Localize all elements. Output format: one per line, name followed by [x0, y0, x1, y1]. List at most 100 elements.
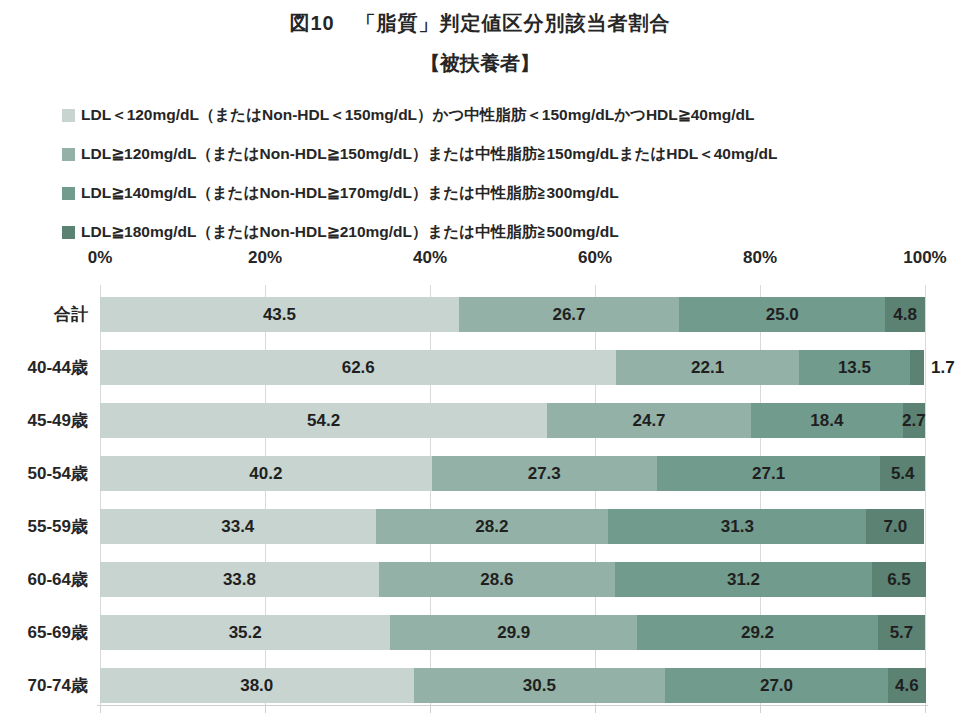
category-label: 55-59歳 — [0, 509, 88, 544]
segment-value-label: 33.4 — [221, 517, 254, 537]
category-label: 45-49歳 — [0, 403, 88, 438]
legend-swatch — [62, 109, 75, 122]
bar-row: 70-74歳38.030.527.04.6 — [0, 668, 960, 703]
bar-rows: 合計 43.5 26.7 25.0 4.8 40-44歳 62.6 22.1 13.5 1.7 45… — [0, 285, 960, 705]
legend-item: LDL＜120mg/dL（またはNon-HDL＜150mg/dL）かつ中性脂肪＜… — [62, 96, 777, 135]
bar-row: 55-59歳 33.4 28.2 31.3 7.0 — [0, 509, 960, 544]
segment-value-label: 43.5 — [263, 305, 296, 325]
category-label: 70-74歳 — [0, 668, 88, 703]
bar-segment: 27.1 — [657, 456, 881, 491]
bar-segment: 33.8 — [100, 562, 379, 597]
x-axis-tick-label: 20% — [225, 248, 305, 268]
legend-label: LDL≧120mg/dL（またはNon-HDL≧150mg/dL）または中性脂肪… — [81, 144, 777, 165]
bar-segment: 27.0 — [665, 668, 888, 703]
bar-segment: 35.2 — [100, 615, 390, 650]
bar-segment: 54.2 — [100, 403, 547, 438]
bar-segment: 25.0 — [679, 297, 885, 332]
bar-segment: 30.5 — [414, 668, 666, 703]
category-label: 50-54歳 — [0, 456, 88, 491]
chart-area: 合計 43.5 26.7 25.0 4.8 40-44歳 62.6 22.1 13.5 1.7 45… — [0, 285, 960, 720]
category-label: 65-69歳 — [0, 615, 88, 650]
bar-row: 65-69歳35.229.929.25.7 — [0, 615, 960, 650]
segment-value-label: 35.2 — [229, 623, 262, 643]
bar-segment: 2.7 — [903, 403, 925, 438]
segment-value-label: 54.2 — [307, 411, 340, 431]
bar-segment: 26.7 — [459, 297, 679, 332]
chart-subtitle: 【被扶養者】 — [0, 50, 960, 77]
axis-tick — [100, 705, 101, 713]
bar-segment: 22.1 — [616, 350, 798, 385]
segment-value-label: 7.0 — [883, 517, 907, 537]
bar-segment: 27.3 — [432, 456, 657, 491]
segment-value-label: 26.7 — [552, 305, 585, 325]
bar-track: 33.828.631.26.5 — [100, 562, 925, 597]
segment-value-label: 1.7 — [931, 350, 955, 385]
bar-segment: 5.4 — [880, 456, 925, 491]
legend-item: LDL≧180mg/dL（またはNon-HDL≧210mg/dL）または中性脂肪… — [62, 213, 777, 252]
bar-segment: 29.9 — [390, 615, 637, 650]
bar-track: 43.5 26.7 25.0 4.8 — [100, 297, 925, 332]
x-axis-tick-label: 0% — [60, 248, 140, 268]
bar-track: 38.030.527.04.6 — [100, 668, 925, 703]
legend-item: LDL≧120mg/dL（またはNon-HDL≧150mg/dL）または中性脂肪… — [62, 135, 777, 174]
bar-segment: 31.3 — [608, 509, 866, 544]
segment-value-label: 5.4 — [891, 464, 915, 484]
bar-segment — [910, 350, 924, 385]
segment-value-label: 22.1 — [691, 358, 724, 378]
segment-value-label: 33.8 — [223, 570, 256, 590]
bar-segment: 7.0 — [866, 509, 924, 544]
bar-track: 54.2 24.7 18.4 2.7 — [100, 403, 925, 438]
bar-segment: 28.2 — [376, 509, 609, 544]
bar-segment: 28.6 — [379, 562, 615, 597]
x-axis-line — [97, 705, 928, 706]
chart-title: 図10 「脂質」判定値区分別該当者割合 — [0, 10, 960, 37]
bar-segment: 38.0 — [100, 668, 414, 703]
legend-label: LDL＜120mg/dL（またはNon-HDL＜150mg/dL）かつ中性脂肪＜… — [81, 105, 754, 126]
bar-row: 50-54歳 40.2 27.3 27.1 5.4 — [0, 456, 960, 491]
bar-track: 62.622.113.51.7 — [100, 350, 925, 385]
segment-value-label: 31.3 — [721, 517, 754, 537]
bar-track: 33.4 28.2 31.3 7.0 — [100, 509, 925, 544]
bar-segment: 62.6 — [100, 350, 616, 385]
segment-value-label: 40.2 — [249, 464, 282, 484]
segment-value-label: 24.7 — [632, 411, 665, 431]
bar-segment: 24.7 — [547, 403, 751, 438]
segment-value-label: 31.2 — [727, 570, 760, 590]
bar-segment: 4.8 — [885, 297, 925, 332]
x-axis-tick-label: 60% — [555, 248, 635, 268]
segment-value-label: 27.0 — [760, 676, 793, 696]
bar-segment: 31.2 — [615, 562, 872, 597]
segment-value-label: 27.1 — [752, 464, 785, 484]
bar-row: 合計 43.5 26.7 25.0 4.8 — [0, 297, 960, 332]
axis-tick — [925, 705, 926, 713]
bar-segment: 40.2 — [100, 456, 432, 491]
segment-value-label: 2.7 — [902, 411, 926, 431]
legend-label: LDL≧180mg/dL（またはNon-HDL≧210mg/dL）または中性脂肪… — [81, 222, 619, 243]
category-label: 40-44歳 — [0, 350, 88, 385]
x-axis-tick-labels: 0% 20% 40% 60% 80% 100% — [0, 248, 960, 272]
category-label: 合計 — [0, 297, 88, 332]
legend-item: LDL≧140mg/dL（またはNon-HDL≧170mg/dL）または中性脂肪… — [62, 174, 777, 213]
axis-tick — [760, 705, 761, 713]
legend-swatch — [62, 187, 75, 200]
bar-segment: 13.5 — [799, 350, 910, 385]
bar-segment: 43.5 — [100, 297, 459, 332]
segment-value-label: 4.8 — [893, 305, 917, 325]
segment-value-label: 28.6 — [480, 570, 513, 590]
x-axis-tick-label: 100% — [885, 248, 960, 268]
legend-swatch — [62, 148, 75, 161]
segment-value-label: 5.7 — [890, 623, 914, 643]
axis-tick — [430, 705, 431, 713]
segment-value-label: 18.4 — [810, 411, 843, 431]
bar-segment: 33.4 — [100, 509, 376, 544]
category-label: 60-64歳 — [0, 562, 88, 597]
bar-row: 40-44歳 62.6 22.1 13.5 1.7 — [0, 350, 960, 385]
x-axis — [100, 705, 925, 715]
legend-swatch — [62, 226, 75, 239]
bar-row: 45-49歳 54.2 24.7 18.4 2.7 — [0, 403, 960, 438]
legend: LDL＜120mg/dL（またはNon-HDL＜150mg/dL）かつ中性脂肪＜… — [62, 96, 777, 252]
segment-value-label: 25.0 — [766, 305, 799, 325]
figure: 図10 「脂質」判定値区分別該当者割合 【被扶養者】 LDL＜120mg/dL（… — [0, 0, 960, 720]
bar-segment: 5.7 — [878, 615, 925, 650]
axis-tick — [595, 705, 596, 713]
